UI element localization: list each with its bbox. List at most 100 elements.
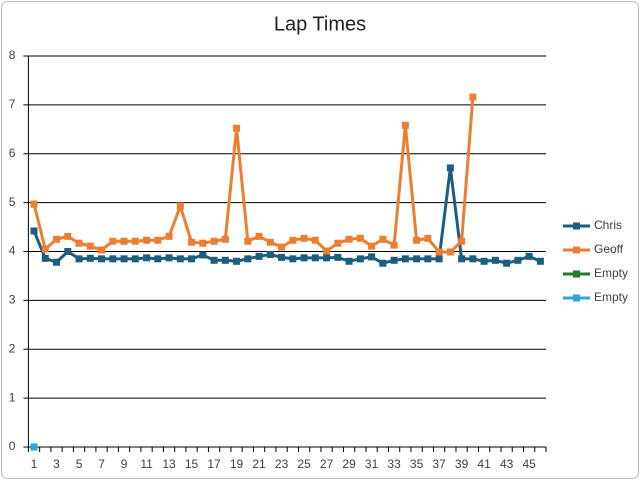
data-point — [131, 237, 139, 245]
data-point — [446, 164, 454, 172]
data-point — [390, 241, 398, 249]
data-point — [469, 255, 477, 263]
data-point — [311, 236, 319, 244]
data-point — [278, 253, 286, 261]
x-tick-label: 7 — [98, 457, 105, 471]
data-point — [75, 239, 83, 247]
data-point — [176, 255, 184, 263]
data-point — [30, 227, 38, 235]
x-tick-label: 39 — [455, 457, 469, 471]
legend-marker — [573, 270, 580, 278]
data-point — [480, 257, 488, 265]
x-tick-label: 45 — [522, 457, 536, 471]
data-point — [120, 237, 128, 245]
data-point — [390, 256, 398, 264]
data-point — [75, 255, 83, 263]
data-point — [41, 254, 49, 262]
data-point — [458, 237, 466, 245]
data-point — [300, 254, 308, 262]
data-point — [255, 252, 263, 260]
data-point — [233, 257, 241, 265]
data-point — [143, 254, 151, 262]
data-point — [244, 237, 252, 245]
legend-label: Empty — [594, 266, 628, 280]
data-point — [131, 255, 139, 263]
y-tick-label: 4 — [9, 244, 16, 258]
x-tick-label: 29 — [342, 457, 356, 471]
legend-marker — [573, 246, 580, 254]
data-point — [345, 257, 353, 265]
data-point — [379, 235, 387, 243]
y-tick-label: 2 — [9, 341, 16, 355]
y-tick-label: 0 — [9, 439, 16, 453]
data-point — [413, 236, 421, 244]
data-point — [120, 255, 128, 263]
data-point — [491, 256, 499, 264]
data-point — [188, 238, 196, 246]
series-line — [32, 166, 541, 265]
data-point — [334, 239, 342, 247]
x-tick-label: 21 — [252, 457, 266, 471]
data-point — [199, 251, 207, 259]
data-point — [401, 255, 409, 263]
data-point — [300, 234, 308, 242]
data-point — [413, 255, 421, 263]
x-tick-label: 43 — [500, 457, 514, 471]
y-tick-label: 8 — [9, 48, 16, 62]
data-point — [311, 254, 319, 262]
y-tick-label: 5 — [9, 195, 16, 209]
data-point — [536, 257, 544, 265]
legend-label: Empty — [594, 290, 628, 304]
data-point — [266, 238, 274, 246]
data-point — [435, 248, 443, 256]
data-point — [289, 255, 297, 263]
data-point — [30, 200, 38, 208]
data-point — [289, 236, 297, 244]
data-point — [53, 258, 61, 266]
chart-title: Lap Times — [274, 13, 366, 35]
data-point — [221, 235, 229, 243]
data-point — [446, 248, 454, 256]
x-tick-label: 19 — [230, 457, 244, 471]
data-point — [165, 254, 173, 262]
data-point — [154, 236, 162, 244]
data-point — [86, 242, 94, 250]
data-point — [233, 124, 241, 132]
data-point — [210, 237, 218, 245]
data-point — [210, 256, 218, 264]
data-point — [109, 255, 117, 263]
data-point — [154, 255, 162, 263]
data-point — [424, 234, 432, 242]
data-point — [379, 259, 387, 267]
data-point — [199, 239, 207, 247]
x-tick-label: 23 — [275, 457, 289, 471]
data-point — [221, 256, 229, 264]
data-point — [368, 242, 376, 250]
legend-marker — [573, 294, 580, 302]
data-point — [323, 247, 331, 255]
legend-label: Chris — [594, 218, 622, 232]
data-point — [266, 250, 274, 258]
data-point — [41, 245, 49, 253]
data-point — [424, 255, 432, 263]
data-point — [401, 121, 409, 129]
x-tick-label: 35 — [410, 457, 424, 471]
x-tick-label: 9 — [121, 457, 128, 471]
series-line — [32, 96, 475, 254]
data-point — [255, 232, 263, 240]
data-point — [86, 254, 94, 262]
x-tick-label: 11 — [140, 457, 153, 471]
data-point — [345, 235, 353, 243]
data-point — [356, 234, 364, 242]
x-tick-label: 1 — [31, 457, 38, 471]
data-point — [525, 252, 533, 260]
data-point — [368, 253, 376, 261]
data-point — [435, 255, 443, 263]
legend-marker — [573, 222, 580, 230]
x-tick-label: 37 — [432, 457, 446, 471]
data-point — [165, 232, 173, 240]
data-point — [469, 93, 477, 101]
data-point — [323, 254, 331, 262]
x-tick-label: 27 — [320, 457, 334, 471]
